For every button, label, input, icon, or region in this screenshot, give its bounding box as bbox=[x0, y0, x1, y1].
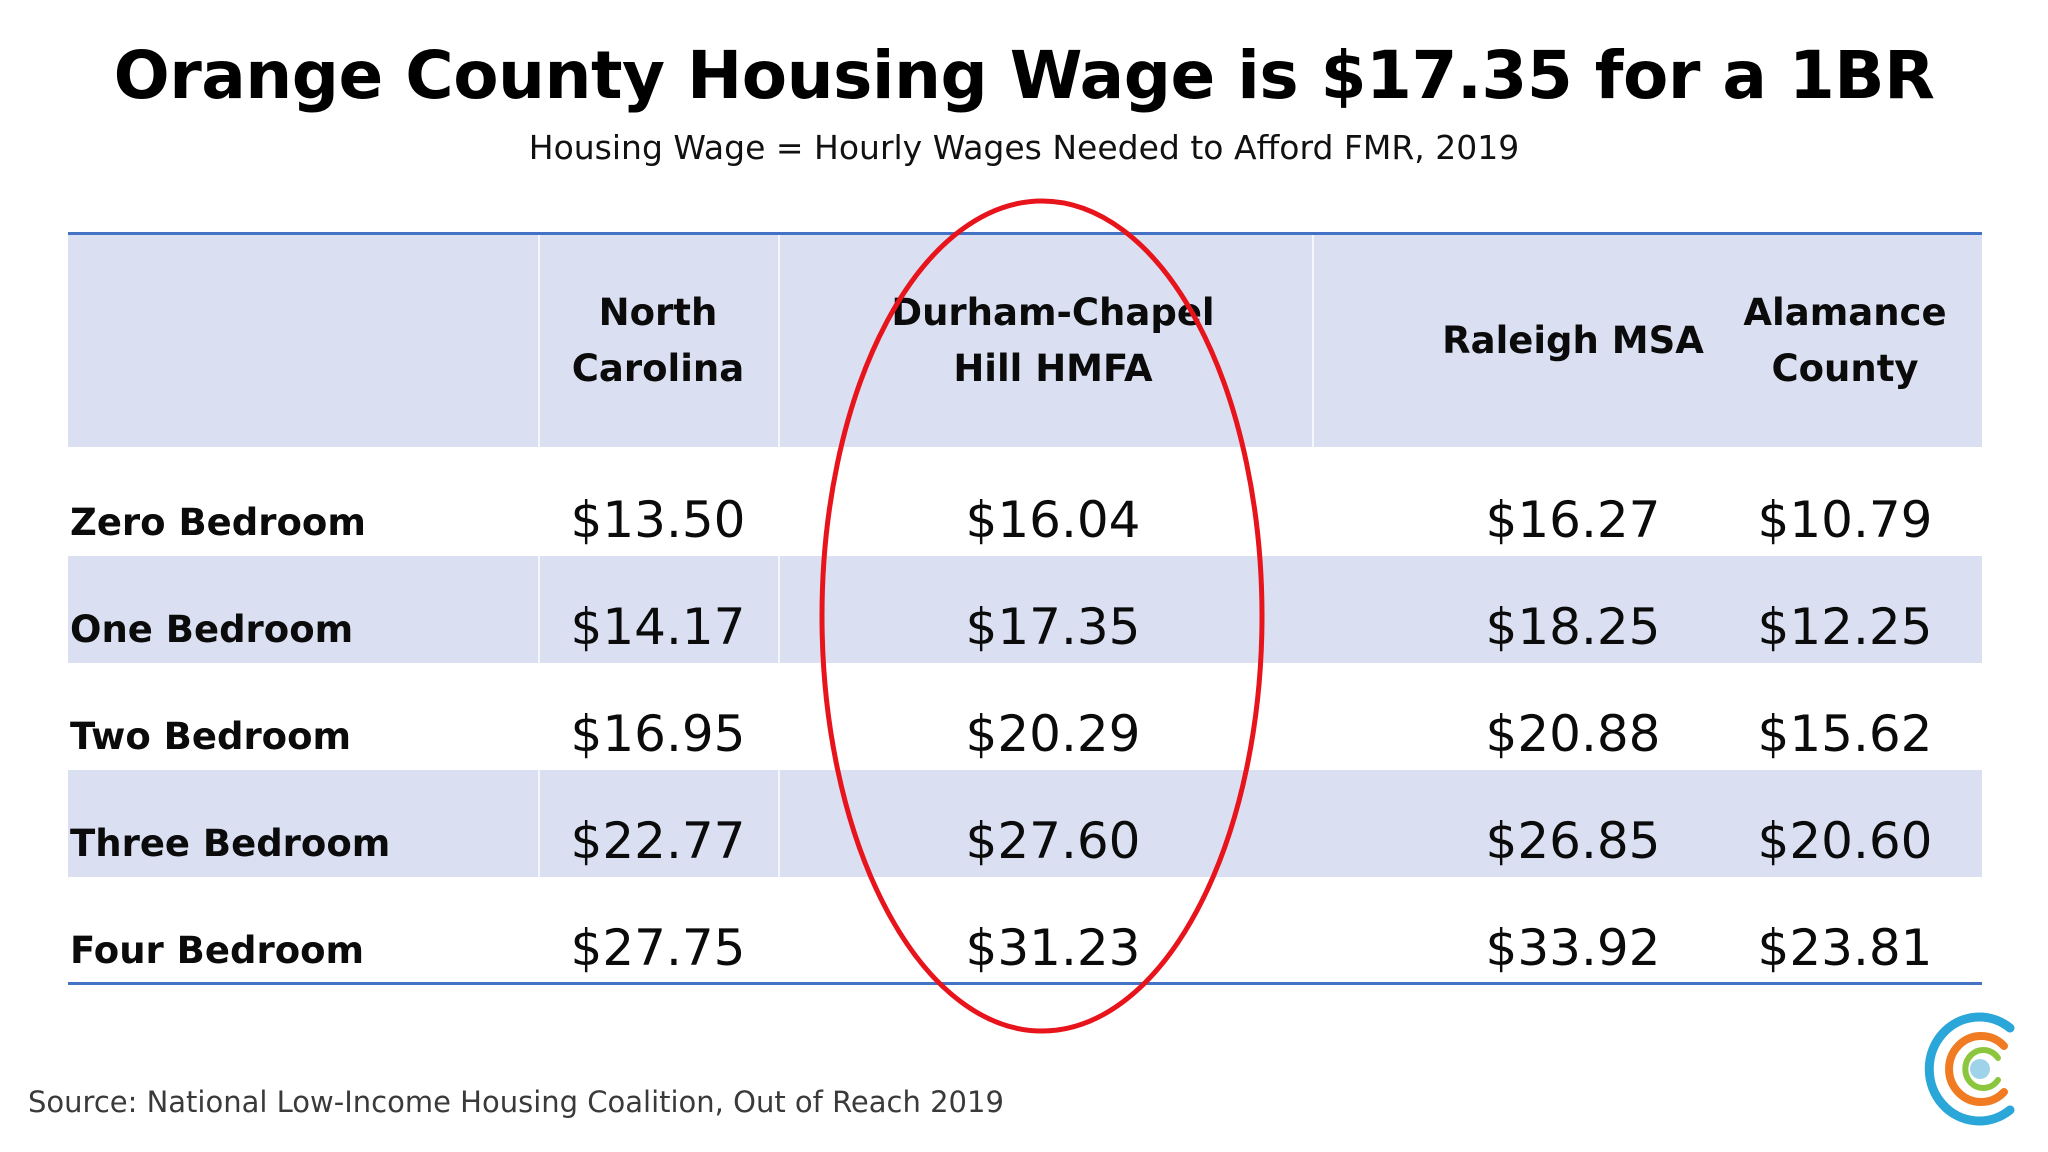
table-cell: $33.92 bbox=[1485, 919, 1661, 977]
column-header-alamance-county: Alamance County bbox=[1668, 235, 2022, 447]
column-header-line: Hill HMFA bbox=[953, 347, 1153, 390]
page-subtitle: Housing Wage = Hourly Wages Needed to Af… bbox=[528, 128, 1520, 167]
column-header-durham-chapel-hill: Durham-Chapel Hill HMFA bbox=[848, 235, 1258, 447]
source-note: Source: National Low-Income Housing Coal… bbox=[28, 1085, 1004, 1119]
table-row: Four Bedroom $27.75 $31.23 $33.92 $23.81 bbox=[68, 877, 1982, 984]
logo-middle-arc bbox=[1945, 1032, 2008, 1106]
table-cell: $14.17 bbox=[570, 598, 746, 656]
column-divider bbox=[778, 770, 780, 877]
column-header-line: Durham-Chapel bbox=[891, 291, 1215, 334]
column-header-line: County bbox=[1771, 347, 1919, 390]
table-cell: $12.25 bbox=[1757, 598, 1933, 656]
table-cell: $16.04 bbox=[965, 491, 1141, 549]
table-cell: $17.35 bbox=[965, 598, 1141, 656]
table-cell: $20.88 bbox=[1485, 705, 1661, 763]
table-cell: $31.23 bbox=[965, 919, 1141, 977]
row-label: One Bedroom bbox=[70, 608, 354, 651]
column-header-line: North bbox=[598, 291, 718, 334]
column-header-line: Raleigh MSA bbox=[1442, 319, 1704, 362]
page-title: Orange County Housing Wage is $17.35 for… bbox=[113, 37, 1935, 114]
table-cell: $13.50 bbox=[570, 491, 746, 549]
column-header-line: Alamance bbox=[1743, 291, 1947, 334]
table-cell: $26.85 bbox=[1485, 812, 1661, 870]
table-row: Three Bedroom $22.77 $27.60 $26.85 $20.6… bbox=[68, 770, 1982, 877]
column-header-north-carolina: North Carolina bbox=[538, 235, 778, 447]
column-divider bbox=[778, 235, 780, 447]
table-cell: $27.75 bbox=[570, 919, 746, 977]
table-cell: $16.27 bbox=[1485, 491, 1661, 549]
table-cell: $18.25 bbox=[1485, 598, 1661, 656]
row-label: Three Bedroom bbox=[70, 822, 391, 865]
table-cell: $10.79 bbox=[1757, 491, 1933, 549]
logo-inner-arc bbox=[1962, 1047, 2001, 1091]
table-cell: $20.29 bbox=[965, 705, 1141, 763]
table-cell: $23.81 bbox=[1757, 919, 1933, 977]
logo-outer-arc bbox=[1924, 1012, 2015, 1126]
column-header-raleigh-msa: Raleigh MSA bbox=[1328, 235, 1818, 447]
table-cell: $27.60 bbox=[965, 812, 1141, 870]
row-label: Two Bedroom bbox=[70, 715, 352, 758]
logo-center-dot bbox=[1970, 1059, 1990, 1079]
table-row: Zero Bedroom $13.50 $16.04 $16.27 $10.79 bbox=[68, 449, 1982, 556]
column-divider bbox=[1312, 235, 1314, 447]
column-divider bbox=[778, 556, 780, 663]
column-divider bbox=[538, 556, 540, 663]
table-row: Two Bedroom $16.95 $20.29 $20.88 $15.62 bbox=[68, 663, 1982, 770]
column-header-line: Carolina bbox=[571, 347, 745, 390]
table-cell: $20.60 bbox=[1757, 812, 1933, 870]
column-divider bbox=[538, 235, 540, 447]
table-row: One Bedroom $14.17 $17.35 $18.25 $12.25 bbox=[68, 556, 1982, 663]
table-cell: $22.77 bbox=[570, 812, 746, 870]
housing-wage-table: North Carolina Durham-Chapel Hill HMFA R… bbox=[68, 232, 1982, 985]
table-cell: $16.95 bbox=[570, 705, 746, 763]
concentric-c-logo-icon bbox=[1924, 1012, 2015, 1126]
column-divider bbox=[538, 770, 540, 877]
table-cell: $15.62 bbox=[1757, 705, 1933, 763]
row-label: Four Bedroom bbox=[70, 929, 365, 972]
row-label: Zero Bedroom bbox=[70, 501, 366, 544]
